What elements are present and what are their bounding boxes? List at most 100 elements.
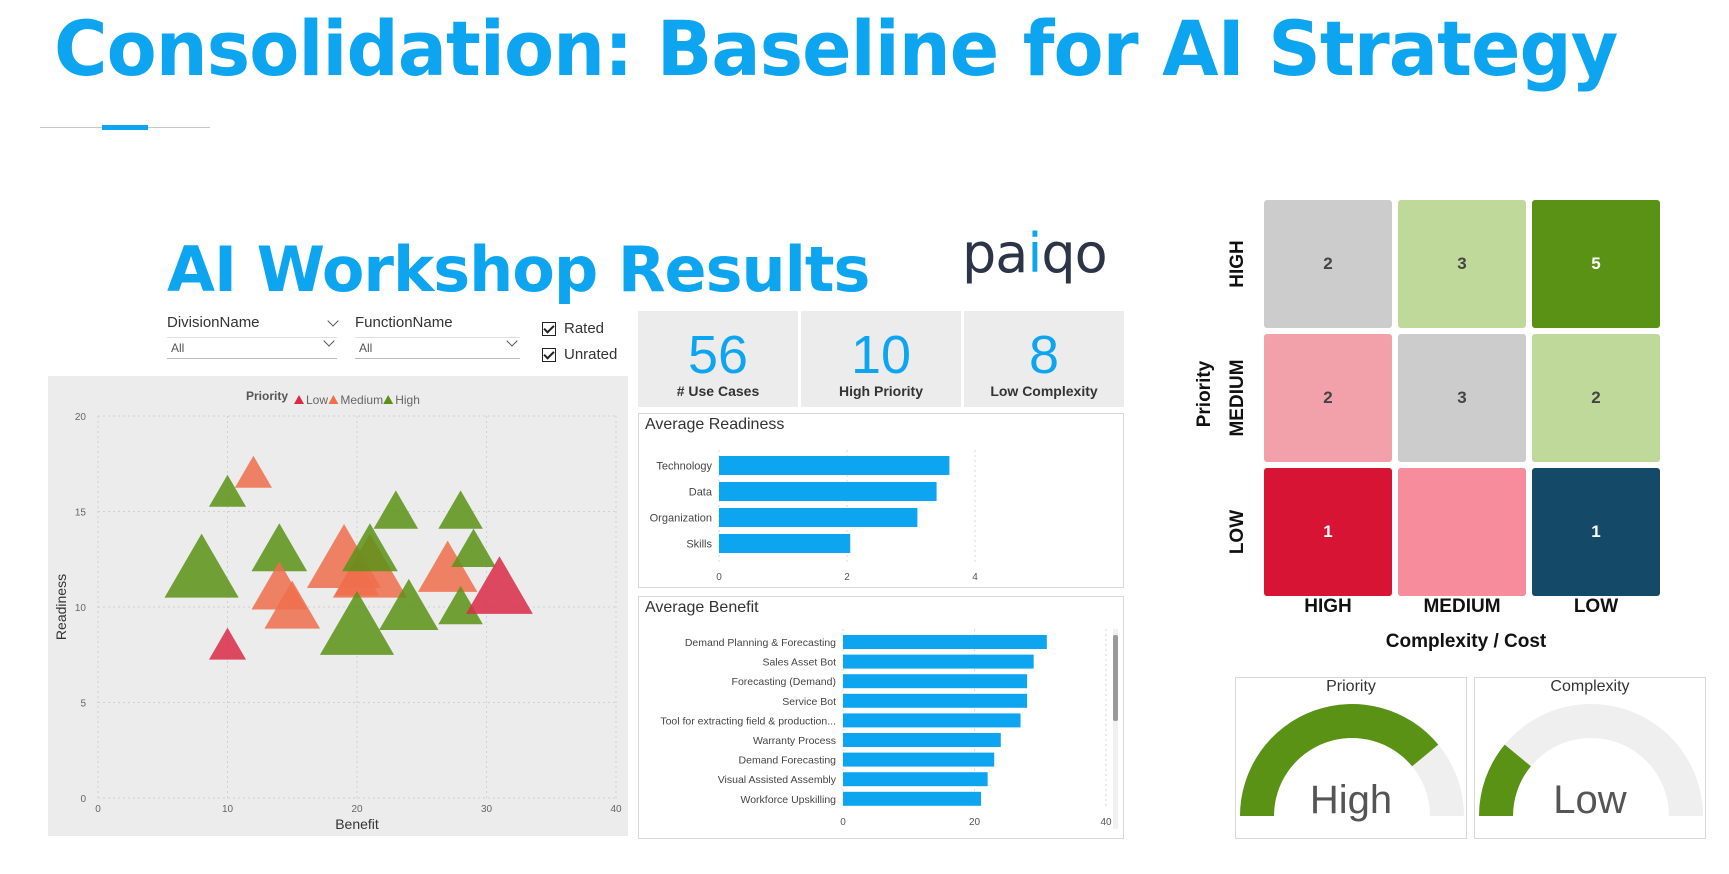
- readiness-svg: 0 2 4 Technology Data Organization Skills: [650, 450, 978, 583]
- matrix-col-label: LOW: [1573, 596, 1619, 617]
- scatter-point: [208, 474, 247, 507]
- paiqo-logo: paiqo: [962, 222, 1108, 285]
- function-slicer[interactable]: FunctionName All: [355, 314, 520, 359]
- scatter-point: [417, 540, 478, 592]
- scatter-point: [319, 590, 395, 655]
- matrix-cell[interactable]: 1: [1532, 468, 1660, 596]
- y-tick-label: 5: [80, 699, 86, 710]
- scatter-point: [342, 523, 398, 572]
- matrix-cell[interactable]: 1: [1264, 468, 1392, 596]
- matrix-cell[interactable]: 2: [1532, 334, 1660, 462]
- priority-scatter-chart[interactable]: 0 5 10 15 20 0 10 20 30 40 Benefit Readiness Priorit…: [48, 376, 628, 836]
- x-tick-label: 0: [840, 817, 846, 828]
- x-tick-label: 40: [610, 804, 622, 815]
- chart-title: Average Benefit: [645, 599, 759, 616]
- division-value: All: [171, 341, 185, 355]
- legend-entry: Low: [306, 393, 328, 407]
- unrated-checkbox[interactable]: Unrated: [542, 346, 617, 363]
- bar: [843, 791, 982, 806]
- category-label: Tool for extracting field & production..…: [660, 715, 836, 727]
- category-label: Warranty Process: [753, 735, 836, 747]
- bar: [719, 482, 937, 501]
- matrix-cell[interactable]: 2: [1264, 200, 1392, 328]
- x-tick-label: 0: [716, 572, 722, 583]
- category-label: Data: [689, 487, 713, 499]
- kpi-label: High Priority: [838, 383, 923, 399]
- category-label: Organization: [650, 513, 712, 525]
- gauge-fill: [1240, 704, 1439, 816]
- bar: [843, 635, 1047, 649]
- y-tick-label: 15: [75, 508, 87, 519]
- category-label: Forecasting (Demand): [732, 676, 836, 688]
- y-tick-label: 10: [75, 603, 87, 614]
- x-tick-label: 4: [972, 572, 978, 583]
- slide-title: Consolidation: Baseline for AI Strategy: [54, 4, 1618, 93]
- gauge-svg: [1479, 704, 1703, 816]
- scrollbar[interactable]: [1113, 629, 1118, 829]
- complexity-gauge: Complexity Low: [1474, 677, 1706, 839]
- scatter-point: [164, 533, 239, 598]
- average-benefit-chart[interactable]: Average Benefit 0 20 40 Demand Planning & F…: [638, 596, 1124, 839]
- rated-checkbox[interactable]: Rated: [542, 320, 604, 337]
- matrix-col-label: MEDIUM: [1423, 596, 1501, 617]
- category-label: Demand Forecasting: [739, 755, 837, 767]
- division-dropdown[interactable]: All: [167, 335, 337, 359]
- y-tick-label: 20: [75, 412, 87, 423]
- kpi-high-priority: 10 High Priority: [801, 311, 961, 407]
- category-label: Demand Planning & Forecasting: [685, 637, 836, 649]
- matrix-cell[interactable]: 2: [1264, 334, 1392, 462]
- category-label: Technology: [656, 461, 712, 473]
- bar: [843, 733, 1001, 747]
- report-title: AI Workshop Results: [167, 233, 870, 306]
- bar: [719, 534, 851, 553]
- kpi-use-cases: 56 # Use Cases: [638, 311, 798, 407]
- bar: [843, 772, 988, 787]
- kpi-value: 56: [687, 325, 749, 385]
- gauge-track: [1479, 704, 1703, 816]
- matrix-row-label: MEDIUM: [1227, 359, 1248, 437]
- x-axis-title: Benefit: [335, 816, 379, 832]
- x-tick-label: 2: [844, 572, 850, 583]
- x-tick-label: 10: [222, 804, 234, 815]
- checkbox-checked-icon[interactable]: [542, 347, 556, 362]
- kpi-value: 10: [850, 325, 912, 385]
- matrix-cell[interactable]: 5: [1532, 200, 1660, 328]
- priority-gauge: Priority High: [1235, 677, 1467, 839]
- category-label: Service Bot: [782, 696, 836, 708]
- chevron-down-icon[interactable]: [327, 314, 339, 327]
- bar: [843, 693, 1028, 708]
- legend-entry: High: [395, 393, 420, 407]
- y-axis-title: Readiness: [53, 574, 69, 640]
- scatter-point: [451, 528, 496, 567]
- scatter-point: [251, 523, 308, 572]
- function-dropdown[interactable]: All: [355, 335, 520, 359]
- matrix-col-label: HIGH: [1304, 596, 1352, 617]
- chevron-down-icon: [323, 335, 335, 347]
- checkbox-checked-icon[interactable]: [542, 321, 556, 336]
- scrollbar-thumb[interactable]: [1113, 635, 1118, 721]
- x-tick-label: 0: [95, 804, 101, 815]
- matrix-y-title: Priority: [1194, 360, 1215, 428]
- matrix-cell[interactable]: 3: [1398, 334, 1526, 462]
- scatter-svg: 0 5 10 15 20 0 10 20 30 40 Benefit Readiness Priorit…: [53, 389, 622, 832]
- legend-title: Priority: [246, 389, 288, 403]
- category-label: Sales Asset Bot: [762, 657, 836, 669]
- division-slicer[interactable]: DivisionName All: [167, 314, 339, 359]
- x-tick-label: 20: [969, 817, 981, 828]
- kpi-label: # Use Cases: [676, 383, 760, 399]
- legend-marker: [328, 395, 339, 404]
- matrix-cell[interactable]: [1398, 468, 1526, 596]
- gauge-title: Priority: [1326, 678, 1376, 695]
- gauge-fill: [1479, 744, 1531, 816]
- matrix-cell[interactable]: 3: [1398, 200, 1526, 328]
- x-tick-label: 30: [481, 804, 493, 815]
- chevron-down-icon: [506, 335, 518, 347]
- category-label: Skills: [686, 539, 712, 551]
- legend-marker: [294, 395, 304, 404]
- unrated-label: Unrated: [564, 346, 618, 363]
- matrix-row-label: LOW: [1227, 509, 1248, 555]
- y-tick-label: 0: [80, 794, 86, 805]
- scatter-point: [264, 580, 321, 629]
- division-slicer-label: DivisionName: [167, 314, 260, 331]
- average-readiness-chart[interactable]: Average Readiness 0 2 4 Technology Data Organ…: [638, 413, 1124, 588]
